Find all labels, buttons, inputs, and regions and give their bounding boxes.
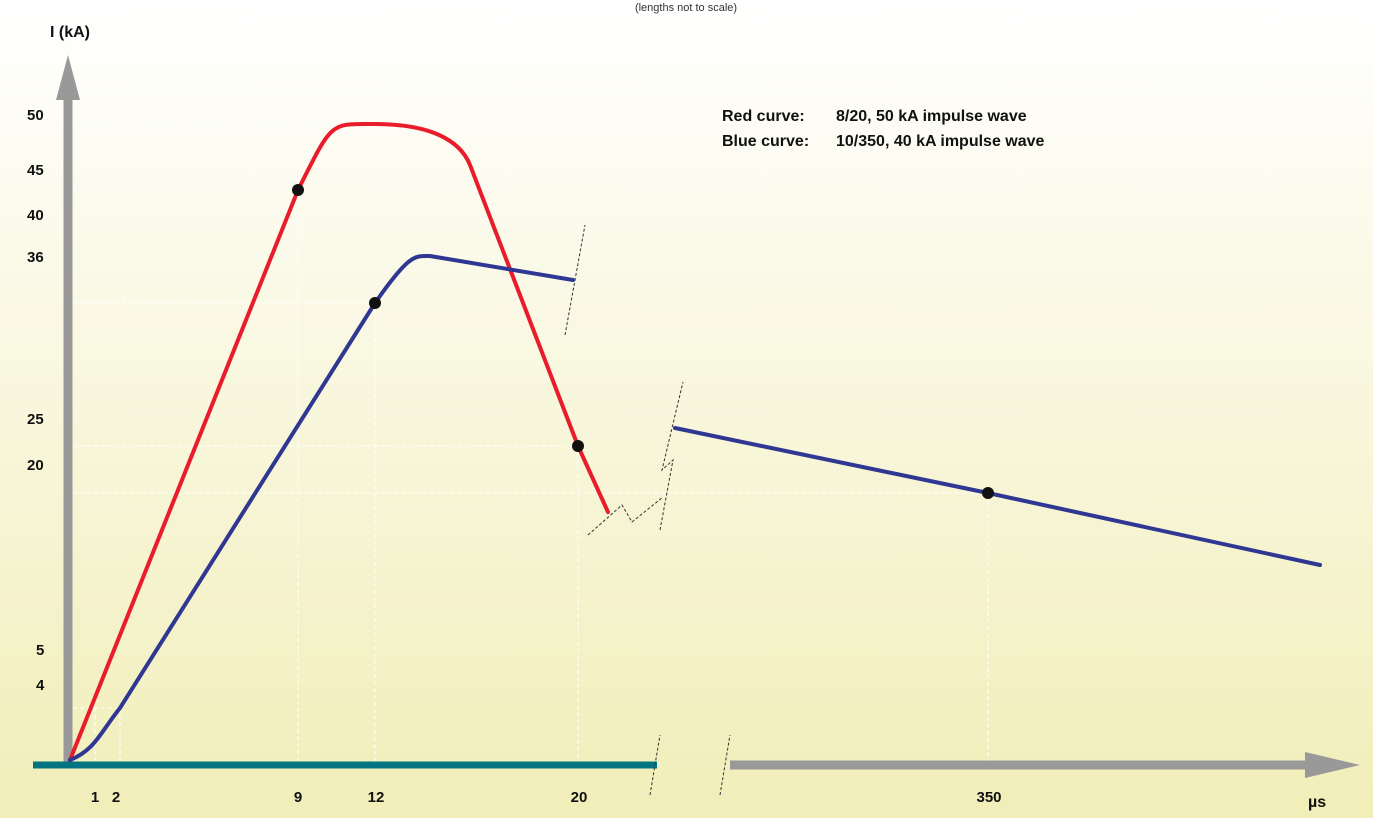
y-axis-label: I (kA) — [50, 24, 90, 41]
x-axis-label: µs — [1308, 794, 1326, 811]
x-tick-label: 1 — [91, 789, 99, 806]
y-tick-label: 50 — [27, 107, 44, 124]
x-break-mark-right — [719, 734, 731, 796]
y-tick-label: 40 — [27, 207, 44, 224]
y-tick-label: 25 — [27, 411, 44, 428]
x-tick-label: 9 — [294, 789, 302, 806]
x-tick-label: 12 — [368, 789, 385, 806]
y-tick-label: 4 — [36, 677, 45, 694]
y-tick-label: 5 — [36, 642, 44, 659]
y-tick-label: 20 — [27, 457, 44, 474]
x-tick-label: 2 — [112, 789, 120, 806]
data-marker — [292, 184, 304, 196]
x-tick-label: 350 — [976, 789, 1001, 806]
data-marker — [572, 440, 584, 452]
legend-blue-label: Blue curve: — [722, 133, 809, 150]
x-axis-arrowhead — [1305, 752, 1360, 778]
x-tick-labels: 1 2 9 12 20 350 — [91, 789, 1002, 806]
reference-lines — [73, 123, 990, 762]
x-break-mark-left — [649, 734, 661, 796]
legend-red-text: 8/20, 50 kA impulse wave — [836, 108, 1027, 125]
data-marker — [982, 487, 994, 499]
red-curve-8-20 — [68, 121, 610, 762]
y-axis — [56, 55, 80, 768]
x-tick-label: 20 — [571, 789, 588, 806]
y-axis-arrowhead — [56, 55, 80, 100]
blue-break-zigzag — [659, 381, 684, 531]
y-tick-label: 45 — [27, 162, 44, 179]
data-marker — [369, 297, 381, 309]
x-axis — [33, 752, 1360, 778]
header-text: (lengths not to scale) — [635, 2, 737, 14]
y-tick-label: 36 — [27, 249, 44, 266]
legend-blue-text: 10/350, 40 kA impulse wave — [836, 133, 1045, 150]
legend-red-label: Red curve: — [722, 108, 805, 125]
legend: Red curve: 8/20, 50 kA impulse wave Blue… — [722, 108, 1045, 150]
y-tick-labels: 50 45 40 36 25 20 5 4 — [27, 107, 45, 694]
red-break-mark — [587, 496, 664, 536]
data-markers — [292, 184, 994, 499]
